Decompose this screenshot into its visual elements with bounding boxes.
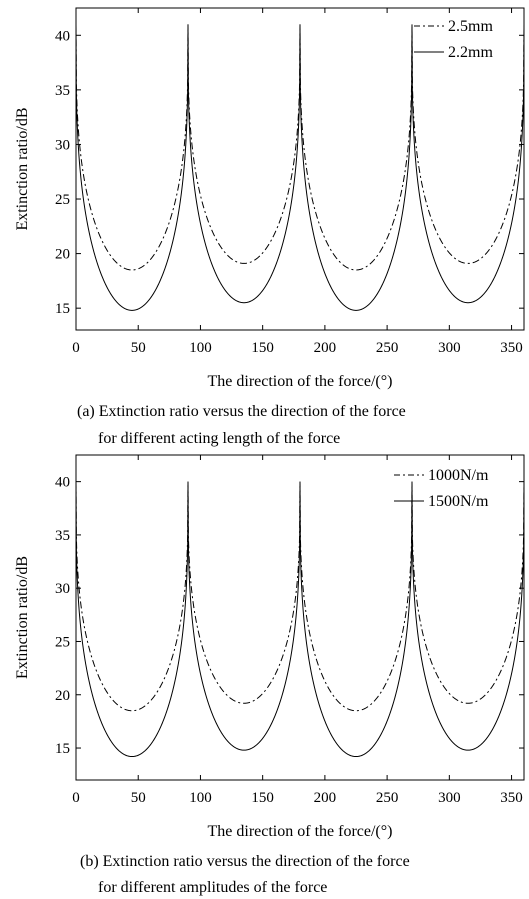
x-tick-label: 150: [251, 340, 274, 356]
caption-a-line2: for different acting length of the force: [98, 430, 340, 447]
x-tick-label: 0: [72, 790, 80, 806]
y-tick-label: 25: [55, 634, 70, 650]
x-tick-label: 200: [314, 790, 337, 806]
caption-a-line1: (a) Extinction ratio versus the directio…: [77, 403, 406, 420]
x-tick-label: 350: [500, 340, 523, 356]
y-axis-label-b: Extinction ratio/dB: [14, 556, 31, 679]
x-tick-label: 100: [189, 340, 212, 356]
y-tick-label: 30: [55, 581, 70, 597]
ticks-a: 0 50 100 150 200 250 300 350 15 20 25 30 35 40: [55, 8, 524, 356]
y-axis-label-a: Extinction ratio/dB: [14, 107, 31, 230]
x-tick-label: 50: [131, 790, 146, 806]
x-axis-label-b: The direction of the force/(°): [208, 823, 393, 840]
x-tick-label: 100: [189, 790, 212, 806]
y-tick-label: 15: [55, 741, 70, 757]
y-tick-label: 15: [55, 301, 70, 317]
x-tick-label: 200: [314, 340, 337, 356]
y-tick-label: 30: [55, 137, 70, 153]
plot-frame-b: [75, 454, 525, 781]
y-tick-label: 40: [55, 28, 70, 44]
x-tick-label: 250: [376, 340, 399, 356]
legend-b: 1000N/m 1500N/m: [394, 467, 489, 510]
y-tick-label: 25: [55, 192, 70, 208]
x-tick-label: 250: [376, 790, 399, 806]
y-tick-label: 35: [55, 528, 70, 544]
plot-frame-a: [75, 7, 525, 331]
x-axis-label-a: The direction of the force/(°): [208, 373, 393, 390]
x-tick-label: 0: [72, 340, 80, 356]
x-tick-label: 300: [438, 790, 461, 806]
caption-b-line2: for different amplitudes of the force: [98, 879, 327, 896]
x-tick-label: 300: [438, 340, 461, 356]
chart-panel-b: 0 50 100 150 200 250 300 350 15 20 25 30 35 40 1000N/…: [14, 454, 525, 896]
legend-a: 2.5mm 2.2mm: [414, 18, 493, 61]
x-tick-label: 50: [131, 340, 146, 356]
series-line-22mm: [75, 24, 525, 311]
legend-entry-label: 2.2mm: [448, 44, 493, 61]
series-line-1500nm: [75, 481, 525, 758]
ticks-b: 0 50 100 150 200 250 300 350 15 20 25 30 35 40: [55, 455, 524, 806]
legend-entry-label: 1500N/m: [428, 493, 489, 510]
y-tick-label: 40: [55, 475, 70, 491]
x-tick-label: 350: [500, 790, 523, 806]
legend-entry-label: 2.5mm: [448, 18, 493, 35]
caption-b-line1: (b) Extinction ratio versus the directio…: [80, 853, 410, 870]
y-tick-label: 35: [55, 83, 70, 99]
y-tick-label: 20: [55, 247, 70, 263]
y-tick-label: 20: [55, 688, 70, 704]
series-a: [75, 24, 525, 311]
series-b: [75, 481, 525, 758]
legend-entry-label: 1000N/m: [428, 467, 489, 484]
x-tick-label: 150: [251, 790, 274, 806]
